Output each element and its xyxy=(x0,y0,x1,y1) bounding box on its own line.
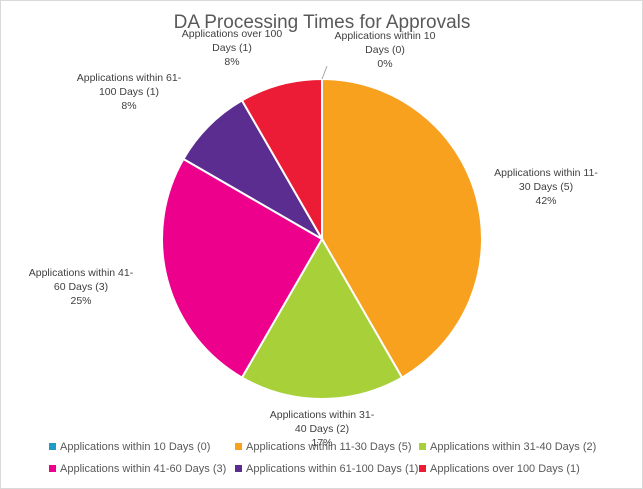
legend-entry-6: Applications over 100 Days (1) xyxy=(430,463,580,475)
data-labels: Applications within 10 Days (0) 0% Applicat… xyxy=(29,28,599,449)
data-label-1: Applications within 10 Days (0) 0% xyxy=(335,30,436,70)
legend: Applications within 10 Days (0) Applicati… xyxy=(49,441,596,475)
legend-entry-4: Applications within 41-60 Days (3) xyxy=(60,463,226,475)
data-label-2: Applications within 11-30 Days (5) 42% xyxy=(494,167,598,207)
legend-swatch-2 xyxy=(235,443,242,450)
chart-title: DA Processing Times for Approvals xyxy=(174,12,471,33)
data-label-3: Applications within 31-40 Days (2) 17% xyxy=(270,409,375,449)
pie-slice-6 xyxy=(240,77,323,243)
legend-swatch-1 xyxy=(49,443,56,450)
legend-entry-1: Applications within 10 Days (0) xyxy=(60,441,210,453)
leader-lines xyxy=(321,65,328,80)
legend-entry-3: Applications within 31-40 Days (2) xyxy=(430,441,596,453)
data-label-5: Applications within 61-100 Days (1) 8% xyxy=(77,72,182,112)
pie-slice-3 xyxy=(240,237,404,400)
data-label-4: Applications within 41-60 Days (3) 25% xyxy=(29,267,134,307)
pie-slice-4 xyxy=(161,157,324,379)
leader-line-1 xyxy=(321,65,328,80)
pie-slices xyxy=(161,77,483,400)
legend-swatch-6 xyxy=(419,465,426,472)
pie-slice-2 xyxy=(321,77,483,379)
legend-entry-5: Applications within 61-100 Days (1) xyxy=(246,463,418,475)
legend-entry-2: Applications within 11-30 Days (5) xyxy=(246,441,411,453)
legend-swatch-5 xyxy=(235,465,242,472)
data-label-6: Applications over 100 Days (1) 8% xyxy=(182,28,283,68)
legend-swatch-3 xyxy=(419,443,426,450)
legend-swatch-4 xyxy=(49,465,56,472)
